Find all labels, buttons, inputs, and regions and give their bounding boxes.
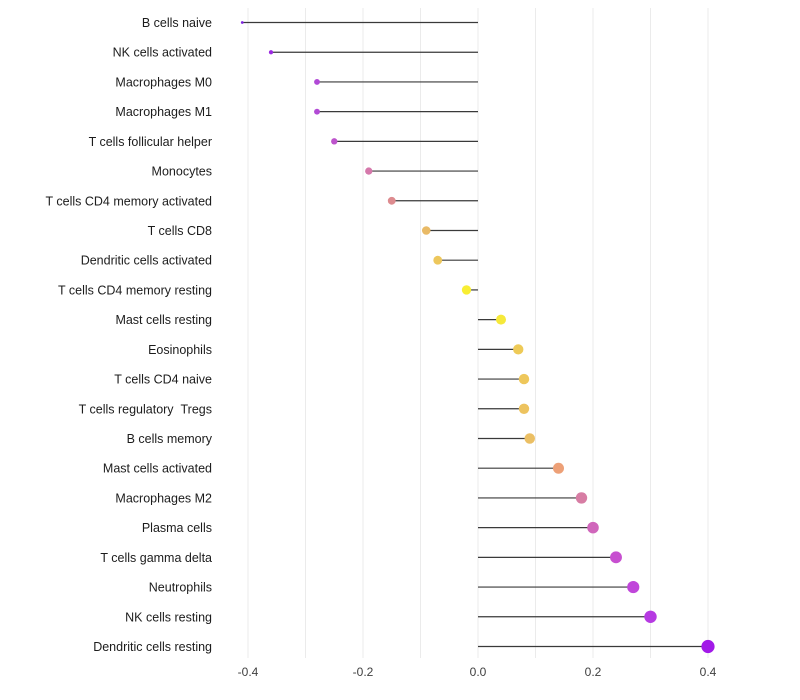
y-axis-label: B cells memory: [127, 432, 213, 446]
lollipop-point: [553, 462, 564, 474]
y-axis-label: NK cells activated: [113, 46, 212, 60]
lollipop-point: [644, 610, 657, 623]
y-axis-label: T cells CD4 naive: [114, 373, 212, 387]
y-axis-label: NK cells resting: [125, 610, 212, 624]
y-axis-label: Mast cells activated: [103, 462, 212, 476]
y-axis-label: Macrophages M1: [115, 105, 212, 119]
y-axis-label: B cells naive: [142, 16, 212, 30]
y-axis-label: Plasma cells: [142, 521, 212, 535]
lollipop-point: [387, 196, 396, 205]
y-axis-labels: B cells naive NK cells activated Macrophag…: [46, 16, 213, 654]
lollipop-point: [421, 226, 431, 235]
x-tick-label: 0.2: [585, 665, 602, 679]
y-axis-label: Macrophages M2: [115, 491, 212, 505]
lollipop-stems: [242, 21, 708, 648]
lollipop-point: [610, 551, 622, 564]
x-axis-tick-labels: -0.4 -0.2 0.0 0.2 0.4: [238, 665, 717, 679]
lollipop-point: [518, 373, 530, 385]
x-tick-label: 0.0: [470, 665, 487, 679]
lollipop-point: [513, 344, 524, 355]
y-axis-label: Dendritic cells activated: [81, 254, 212, 268]
lollipop-point: [314, 108, 320, 115]
y-axis-label: Neutrophils: [149, 581, 212, 595]
lollipop-point: [240, 21, 244, 24]
lollipop-point: [587, 521, 599, 534]
gridlines: [247, 8, 709, 658]
y-axis-label: T cells regulatory Tregs: [79, 402, 212, 416]
lollipop-point: [524, 433, 536, 444]
lollipop-point: [627, 580, 640, 594]
lollipop-point: [314, 78, 320, 85]
lollipop-point: [461, 285, 472, 295]
y-axis-label: Macrophages M0: [115, 75, 212, 89]
lollipop-point: [495, 314, 507, 325]
y-axis-label: Mast cells resting: [115, 313, 212, 327]
lollipop-point: [518, 403, 530, 414]
y-axis-label: Eosinophils: [148, 343, 212, 357]
y-axis-label: T cells follicular helper: [89, 135, 212, 149]
y-axis-label: T cells CD4 memory resting: [58, 283, 212, 297]
y-axis-label: T cells CD8: [148, 224, 212, 238]
lollipop-points: [240, 21, 715, 654]
lollipop-point: [701, 639, 715, 654]
x-tick-label: 0.4: [700, 665, 717, 679]
y-axis-label: T cells CD4 memory activated: [46, 194, 213, 208]
lollipop-point: [433, 255, 443, 265]
lollipop-point: [331, 138, 338, 145]
x-tick-label: -0.4: [238, 665, 259, 679]
y-axis-label: T cells gamma delta: [100, 551, 212, 565]
y-axis-label: Monocytes: [152, 165, 212, 179]
lollipop-point: [268, 50, 274, 55]
x-tick-label: -0.2: [353, 665, 374, 679]
lollipop-point: [365, 167, 373, 175]
lollipop-point: [575, 492, 588, 504]
y-axis-label: Dendritic cells resting: [93, 640, 212, 654]
